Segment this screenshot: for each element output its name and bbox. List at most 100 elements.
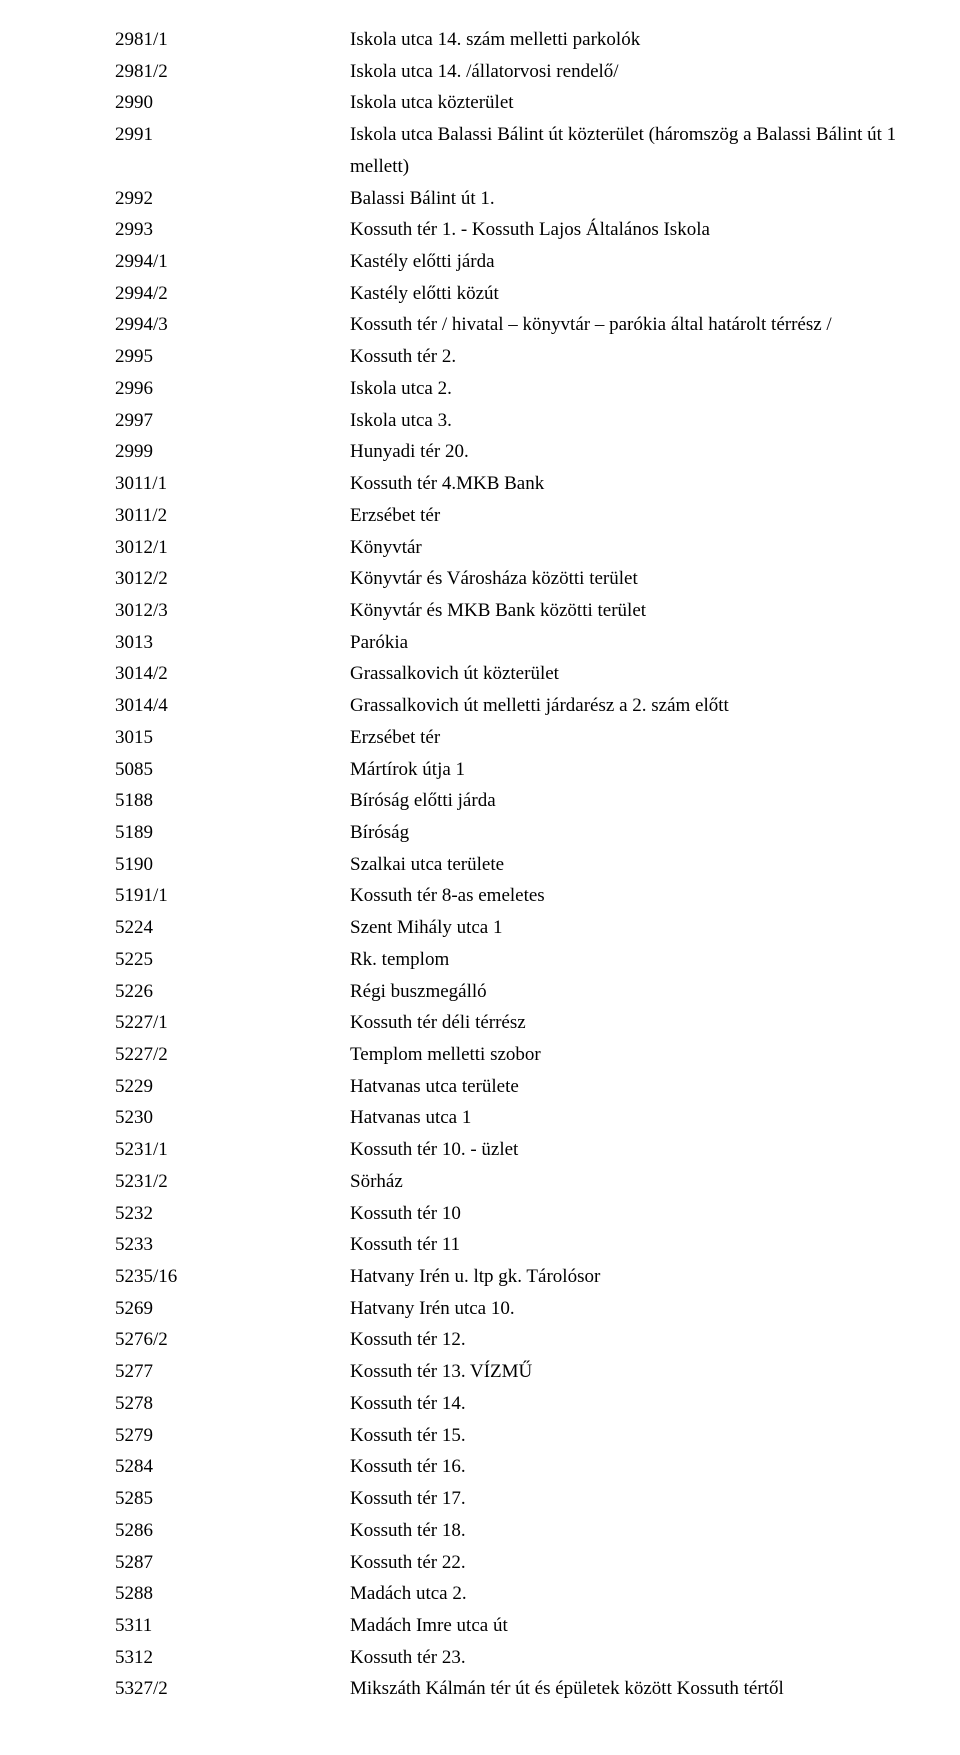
parcel-id: 5226	[0, 976, 245, 1008]
table-row: 5288Madách utca 2.	[0, 1578, 960, 1610]
parcel-description: Mikszáth Kálmán tér út és épületek közöt…	[245, 1673, 960, 1705]
parcel-id: 5286	[0, 1515, 245, 1547]
parcel-id: 5229	[0, 1071, 245, 1103]
table-row: 3014/4Grassalkovich út melletti járdarés…	[0, 690, 960, 722]
parcel-description: Madách Imre utca út	[245, 1610, 960, 1642]
parcel-id: 3011/1	[0, 468, 245, 500]
parcel-description: Templom melletti szobor	[245, 1039, 960, 1071]
table-row: 3013Parókia	[0, 627, 960, 659]
table-row: 2995Kossuth tér 2.	[0, 341, 960, 373]
parcel-description: Iskola utca 14. szám melletti parkolók	[245, 24, 960, 56]
parcel-id: 5188	[0, 785, 245, 817]
table-row: 5224Szent Mihály utca 1	[0, 912, 960, 944]
parcel-description: Parókia	[245, 627, 960, 659]
table-row: 3011/1Kossuth tér 4.MKB Bank	[0, 468, 960, 500]
table-row: 5287Kossuth tér 22.	[0, 1547, 960, 1579]
parcel-description: Mártírok útja 1	[245, 754, 960, 786]
parcel-description: Hatvany Irén utca 10.	[245, 1293, 960, 1325]
parcel-id: 5284	[0, 1451, 245, 1483]
parcel-description: Kossuth tér 4.MKB Bank	[245, 468, 960, 500]
table-row: 5312Kossuth tér 23.	[0, 1642, 960, 1674]
parcel-id: 5327/2	[0, 1673, 245, 1705]
parcel-id: 5311	[0, 1610, 245, 1642]
parcel-description: Kossuth tér 16.	[245, 1451, 960, 1483]
parcel-description: Balassi Bálint út 1.	[245, 183, 960, 215]
table-row: 3012/3Könyvtár és MKB Bank közötti terül…	[0, 595, 960, 627]
parcel-id: 5279	[0, 1420, 245, 1452]
parcel-description: Hatvanas utca 1	[245, 1102, 960, 1134]
parcel-description: Kossuth tér 1. - Kossuth Lajos Általános…	[245, 214, 960, 246]
parcel-id: 5190	[0, 849, 245, 881]
table-row: 3011/2Erzsébet tér	[0, 500, 960, 532]
parcel-id: 2999	[0, 436, 245, 468]
parcel-id: 2981/2	[0, 56, 245, 88]
parcel-description: Madách utca 2.	[245, 1578, 960, 1610]
table-row: 5327/2Mikszáth Kálmán tér út és épületek…	[0, 1673, 960, 1705]
table-row: 5311Madách Imre utca út	[0, 1610, 960, 1642]
parcel-description: Kossuth tér 2.	[245, 341, 960, 373]
parcel-description: Iskola utca 2.	[245, 373, 960, 405]
parcel-description: Kossuth tér 11	[245, 1229, 960, 1261]
table-row: 5226Régi buszmegálló	[0, 976, 960, 1008]
parcel-description: Kossuth tér 23.	[245, 1642, 960, 1674]
parcel-id: 5278	[0, 1388, 245, 1420]
table-row: 5284Kossuth tér 16.	[0, 1451, 960, 1483]
table-row: 3012/2Könyvtár és Városháza közötti terü…	[0, 563, 960, 595]
parcel-id: 2990	[0, 87, 245, 119]
parcel-description: Kastély előtti közút	[245, 278, 960, 310]
parcel-id: 3011/2	[0, 500, 245, 532]
parcel-description: Sörház	[245, 1166, 960, 1198]
table-row: 5189Bíróság	[0, 817, 960, 849]
parcel-description: Bíróság	[245, 817, 960, 849]
parcel-id: 3012/2	[0, 563, 245, 595]
parcel-id: 5227/1	[0, 1007, 245, 1039]
table-row: 5269Hatvany Irén utca 10.	[0, 1293, 960, 1325]
table-row: 5233Kossuth tér 11	[0, 1229, 960, 1261]
table-row: 5232Kossuth tér 10	[0, 1198, 960, 1230]
table-row: 2990Iskola utca közterület	[0, 87, 960, 119]
parcel-description: Könyvtár és Városháza közötti terület	[245, 563, 960, 595]
parcel-id: 5227/2	[0, 1039, 245, 1071]
parcel-description: Iskola utca közterület	[245, 87, 960, 119]
parcel-id: 5225	[0, 944, 245, 976]
parcel-id: 5285	[0, 1483, 245, 1515]
table-row: 2991Iskola utca Balassi Bálint út közter…	[0, 119, 960, 182]
parcel-description: Könyvtár	[245, 532, 960, 564]
parcel-id: 3014/4	[0, 690, 245, 722]
parcel-id: 5191/1	[0, 880, 245, 912]
parcel-id: 2994/3	[0, 309, 245, 341]
table-row: 2993Kossuth tér 1. - Kossuth Lajos Által…	[0, 214, 960, 246]
parcel-id: 2992	[0, 183, 245, 215]
table-row: 2997Iskola utca 3.	[0, 405, 960, 437]
table-row: 5231/2Sörház	[0, 1166, 960, 1198]
table-row: 5285Kossuth tér 17.	[0, 1483, 960, 1515]
parcel-id: 5085	[0, 754, 245, 786]
table-row: 5190Szalkai utca területe	[0, 849, 960, 881]
parcel-description: Hatvany Irén u. ltp gk. Tárolósor	[245, 1261, 960, 1293]
parcel-id: 5189	[0, 817, 245, 849]
parcel-description: Iskola utca 14. /állatorvosi rendelő/	[245, 56, 960, 88]
table-row: 3014/2Grassalkovich út közterület	[0, 658, 960, 690]
parcel-description: Kossuth tér 14.	[245, 1388, 960, 1420]
parcel-id: 2994/1	[0, 246, 245, 278]
parcel-id: 5233	[0, 1229, 245, 1261]
table-row: 3012/1Könyvtár	[0, 532, 960, 564]
parcel-id: 5232	[0, 1198, 245, 1230]
table-row: 2992Balassi Bálint út 1.	[0, 183, 960, 215]
table-row: 2981/2Iskola utca 14. /állatorvosi rende…	[0, 56, 960, 88]
parcel-description: Kossuth tér 8-as emeletes	[245, 880, 960, 912]
parcel-id: 3013	[0, 627, 245, 659]
parcel-id: 2994/2	[0, 278, 245, 310]
table-row: 5225Rk. templom	[0, 944, 960, 976]
parcel-id: 5277	[0, 1356, 245, 1388]
table-row: 5227/1Kossuth tér déli térrész	[0, 1007, 960, 1039]
table-row: 2999Hunyadi tér 20.	[0, 436, 960, 468]
parcel-description: Iskola utca Balassi Bálint út közterület…	[245, 119, 960, 182]
parcel-id: 2981/1	[0, 24, 245, 56]
parcel-id: 5276/2	[0, 1324, 245, 1356]
parcel-description: Könyvtár és MKB Bank közötti terület	[245, 595, 960, 627]
parcel-id: 5231/2	[0, 1166, 245, 1198]
parcel-id: 2991	[0, 119, 245, 151]
table-row: 5188Bíróság előtti járda	[0, 785, 960, 817]
table-row: 5230Hatvanas utca 1	[0, 1102, 960, 1134]
